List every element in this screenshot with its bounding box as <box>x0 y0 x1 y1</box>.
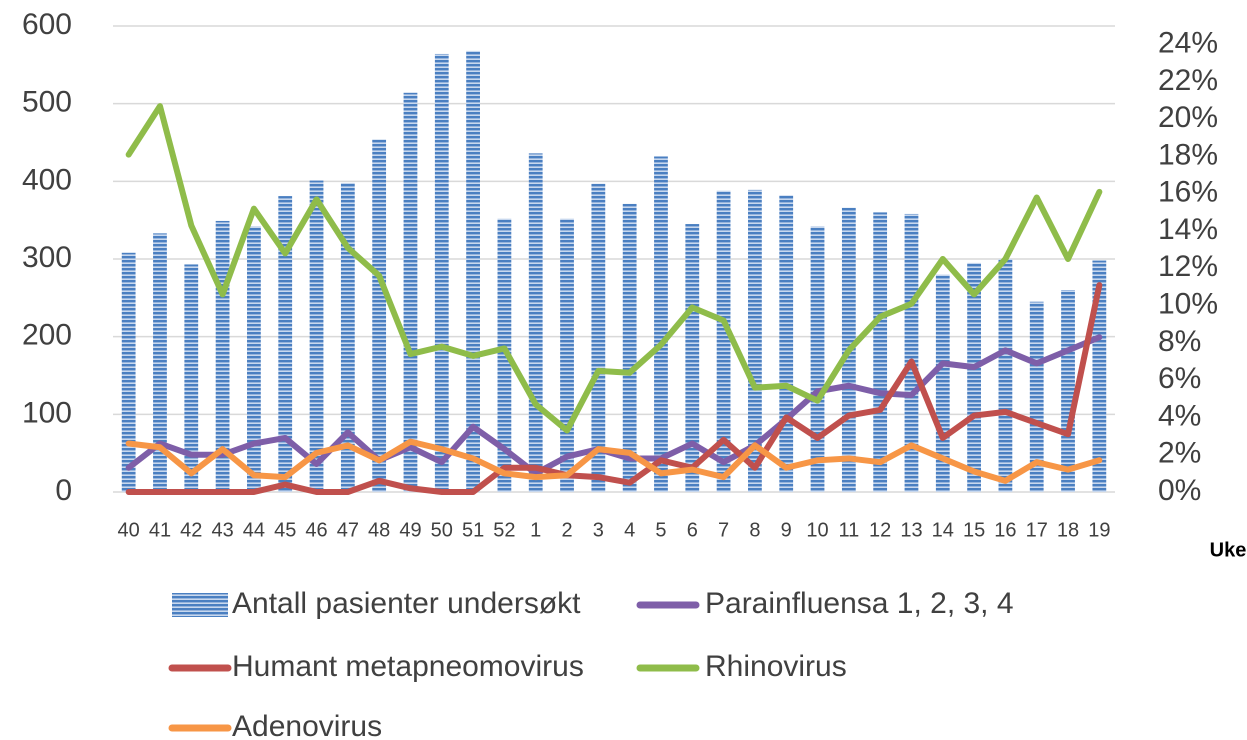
y-tick-label: 200 <box>22 319 72 352</box>
bar <box>247 226 261 492</box>
x-tick-label: 45 <box>274 519 296 541</box>
bar <box>497 218 512 492</box>
bar <box>434 53 449 493</box>
bar <box>967 262 981 492</box>
bar <box>466 50 480 492</box>
line-series <box>125 282 1103 495</box>
x-tick-label: 11 <box>838 519 859 541</box>
y2-tick-label: 12% <box>1158 250 1218 283</box>
y-tick-label: 500 <box>22 86 72 119</box>
bar <box>278 196 293 492</box>
bar <box>622 203 637 492</box>
x-tick-label: 50 <box>431 519 453 541</box>
x-tick-label: 49 <box>399 519 421 541</box>
line-series <box>125 103 1103 434</box>
x-tick-label: 14 <box>932 519 954 541</box>
x-tick-label: 15 <box>963 519 985 541</box>
y2-tick-label: 14% <box>1158 213 1218 246</box>
bar <box>1092 260 1107 492</box>
bar <box>403 92 418 492</box>
bar <box>654 156 668 493</box>
bar <box>184 264 199 492</box>
x-tick-label: 17 <box>1026 519 1048 541</box>
bar <box>1029 301 1044 492</box>
bar <box>153 233 167 492</box>
y2-tick-label: 0% <box>1158 474 1201 507</box>
y2-tick-label: 16% <box>1158 176 1218 209</box>
bar <box>748 189 762 493</box>
x-tick-label: 8 <box>749 519 760 541</box>
bar <box>716 190 731 493</box>
x-tick-label: 48 <box>368 519 390 541</box>
bar <box>121 252 136 492</box>
x-tick-label: 3 <box>593 519 604 541</box>
bar <box>309 180 324 492</box>
x-tick-label: 12 <box>869 519 891 541</box>
x-tick-label: 10 <box>806 519 828 541</box>
x-tick-label: 42 <box>180 519 202 541</box>
bar <box>779 195 794 492</box>
y2-tick-label: 8% <box>1158 325 1201 358</box>
x-tick-label: 2 <box>561 519 572 541</box>
y-tick-label: 600 <box>22 8 72 41</box>
bar <box>904 213 919 492</box>
x-tick-label: 44 <box>243 519 265 541</box>
y-tick-label: 300 <box>22 241 72 274</box>
y2-tick-label: 18% <box>1158 138 1218 171</box>
y2-tick-label: 6% <box>1158 362 1201 395</box>
y-tick-label: 0 <box>55 474 72 507</box>
x-tick-label: 51 <box>462 519 484 541</box>
bar <box>1061 290 1075 492</box>
x-tick-label: 52 <box>493 519 515 541</box>
legend-label: Rhinovirus <box>705 650 847 683</box>
x-tick-label: 41 <box>149 519 171 541</box>
legend-label: Parainfluensa 1, 2, 3, 4 <box>705 587 1014 620</box>
legend-swatch <box>172 593 228 617</box>
x-tick-label: 13 <box>900 519 922 541</box>
x-tick-label: 5 <box>655 519 666 541</box>
bar <box>528 153 543 492</box>
bar <box>340 182 355 493</box>
x-tick-label: 18 <box>1057 519 1079 541</box>
bar <box>998 259 1013 492</box>
bar <box>685 224 700 493</box>
bar <box>810 226 825 492</box>
x-tick-label: 46 <box>305 519 327 541</box>
x-tick-label: 4 <box>624 519 635 541</box>
x-tick-label: 19 <box>1088 519 1110 541</box>
y2-tick-label: 20% <box>1158 101 1218 134</box>
x-tick-label: 9 <box>781 519 792 541</box>
line-series <box>125 438 1103 484</box>
y2-tick-label: 4% <box>1158 399 1201 432</box>
x-tick-label: 7 <box>718 519 729 541</box>
y-tick-label: 400 <box>22 163 72 196</box>
y2-tick-label: 22% <box>1158 64 1218 97</box>
x-tick-label: 16 <box>994 519 1016 541</box>
legend-label: Adenovirus <box>232 710 382 740</box>
bar <box>560 218 574 492</box>
bar <box>591 183 606 492</box>
x-tick-label: 40 <box>118 519 140 541</box>
x-tick-label: 6 <box>687 519 698 541</box>
bar <box>873 212 888 492</box>
bar <box>372 139 387 493</box>
x-tick-label: 43 <box>211 519 233 541</box>
x-tick-label: 1 <box>530 519 541 541</box>
y2-tick-label: 24% <box>1158 27 1218 60</box>
legend-label: Antall pasienter undersøkt <box>232 587 581 620</box>
y-tick-label: 100 <box>22 396 72 429</box>
y2-tick-label: 2% <box>1158 437 1201 470</box>
legend-label: Humant metapneomovirus <box>232 650 584 683</box>
y2-tick-label: 10% <box>1158 288 1218 321</box>
x-axis-label: Uke <box>1210 539 1247 561</box>
x-tick-label: 47 <box>337 519 359 541</box>
